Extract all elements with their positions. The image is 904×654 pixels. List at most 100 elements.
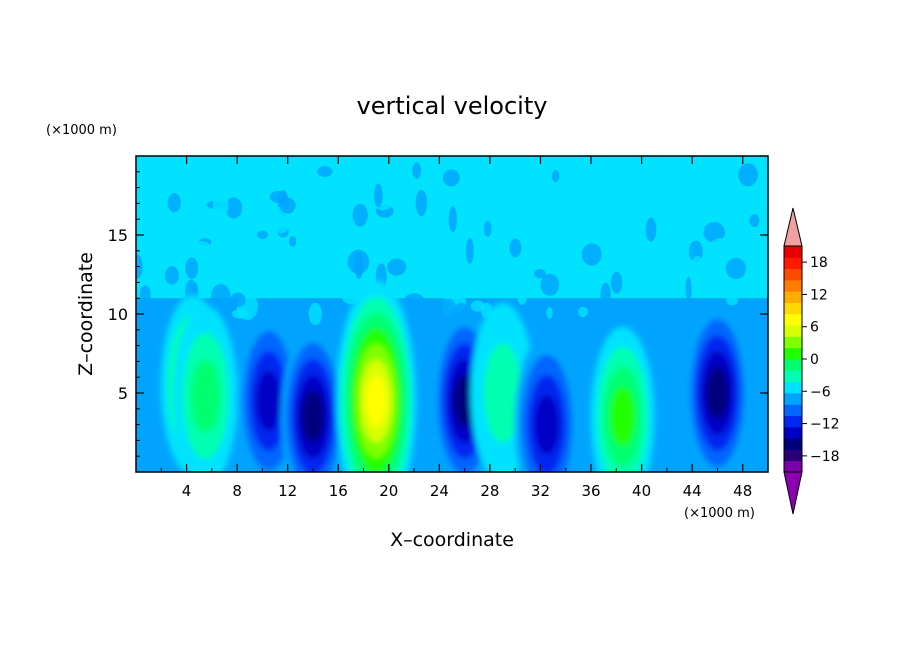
colorbar-swatch	[784, 392, 802, 405]
colorbar-swatch	[784, 313, 802, 326]
colorbar-swatch	[784, 347, 802, 360]
field-speckle	[697, 223, 705, 235]
y-tick-label: 15	[108, 226, 128, 245]
field-speckle	[551, 169, 560, 183]
contour-level	[534, 394, 560, 455]
colorbar-swatch	[784, 279, 802, 292]
field-speckle	[279, 197, 296, 214]
field-speckle	[692, 255, 703, 269]
field-speckle	[230, 292, 246, 308]
y-tick-label: 10	[108, 305, 128, 324]
field-speckle	[577, 306, 588, 318]
contour-level	[610, 386, 636, 447]
field-speckle	[324, 267, 339, 288]
field-speckle	[328, 211, 336, 232]
field-speckle	[147, 229, 161, 249]
colorbar-swatch	[784, 415, 802, 428]
field-speckle	[750, 302, 759, 324]
field-speckle	[307, 250, 318, 274]
field-speckle	[630, 197, 641, 218]
field-speckle	[754, 262, 762, 287]
field-speckle	[347, 249, 370, 275]
field-speckle	[499, 209, 514, 220]
x-tick-label: 40	[632, 482, 651, 500]
field-speckle	[556, 257, 565, 286]
colorbar-swatch	[784, 268, 802, 281]
colorbar-label: 0	[810, 352, 819, 368]
x-tick-label: 36	[581, 482, 600, 500]
field-speckle	[423, 175, 431, 194]
field-speckle	[403, 293, 426, 313]
field-speckle	[212, 191, 229, 219]
contour-level	[256, 370, 282, 431]
field-speckle	[645, 217, 657, 242]
field-speckle	[225, 197, 243, 219]
field-speckle	[232, 309, 249, 319]
field-speckle	[256, 230, 268, 240]
x-units-label: (×1000 m)	[684, 506, 755, 521]
colorbar-swatch	[784, 449, 802, 462]
field-speckle	[546, 307, 553, 319]
field-speckle	[465, 237, 474, 264]
field-speckle	[175, 209, 196, 238]
field-speckle	[442, 169, 460, 187]
colorbar-swatch	[784, 336, 802, 349]
x-tick-label: 12	[278, 482, 297, 500]
colorbar-label: 6	[810, 320, 819, 336]
field-speckle	[576, 162, 592, 177]
x-tick-label: 48	[733, 482, 752, 500]
field-speckle	[483, 220, 492, 237]
colorbar-swatch	[784, 438, 802, 450]
field-speckle	[610, 271, 623, 294]
field-speckle	[629, 156, 638, 174]
field-speckle	[211, 283, 231, 309]
field-speckle	[441, 298, 457, 321]
field-speckle	[703, 221, 726, 243]
field-speckle	[534, 269, 546, 279]
field-speckle	[373, 183, 383, 208]
field-speckle	[725, 257, 746, 280]
contour-level	[301, 390, 325, 443]
field-speckle	[517, 287, 528, 305]
y-axis-label: Z–coordinate	[75, 252, 97, 376]
colorbar-swatch	[784, 426, 802, 439]
field-speckle	[655, 191, 673, 212]
field-speckle	[387, 258, 407, 276]
field-speckle	[738, 163, 758, 187]
y-tick-label: 5	[118, 384, 128, 403]
contour-cores	[160, 280, 750, 472]
colorbar-swatch	[784, 460, 802, 473]
field-speckle	[440, 234, 447, 256]
field-speckle	[317, 166, 333, 178]
field-speckle	[412, 162, 422, 179]
contour-level	[483, 343, 522, 443]
field-speckle	[600, 282, 611, 306]
chart-title: vertical velocity	[357, 92, 548, 120]
colorbar-swatch	[784, 404, 802, 416]
field-speckle	[624, 237, 642, 262]
x-axis-label: X–coordinate	[390, 529, 514, 551]
x-axis-ticks: 4 8 12 16 20 24 28 32 36 40 44 48	[160, 156, 752, 500]
field-speckle	[287, 246, 302, 261]
colorbar-swatch	[784, 257, 802, 270]
x-tick-label: 44	[683, 482, 702, 500]
field-speckle	[167, 193, 181, 213]
field-speckle	[752, 235, 768, 256]
field-speckle	[139, 285, 151, 304]
field-speckle	[493, 185, 516, 212]
colorbar-swatch	[784, 370, 802, 383]
plot-area	[136, 156, 768, 472]
field-speckle	[726, 295, 738, 306]
contour-level	[453, 374, 476, 427]
y-units-label: (×1000 m)	[46, 123, 117, 138]
x-tick-label: 8	[232, 482, 242, 500]
colorbar-swatch	[784, 246, 802, 258]
field-speckle	[581, 243, 602, 266]
field-speckle	[352, 203, 368, 227]
field-speckle	[289, 236, 297, 247]
colorbar-label: 12	[810, 287, 828, 303]
field-speckle	[763, 305, 768, 319]
x-tick-label: 4	[182, 482, 192, 500]
x-tick-label: 32	[531, 482, 550, 500]
field-speckle	[685, 276, 692, 302]
